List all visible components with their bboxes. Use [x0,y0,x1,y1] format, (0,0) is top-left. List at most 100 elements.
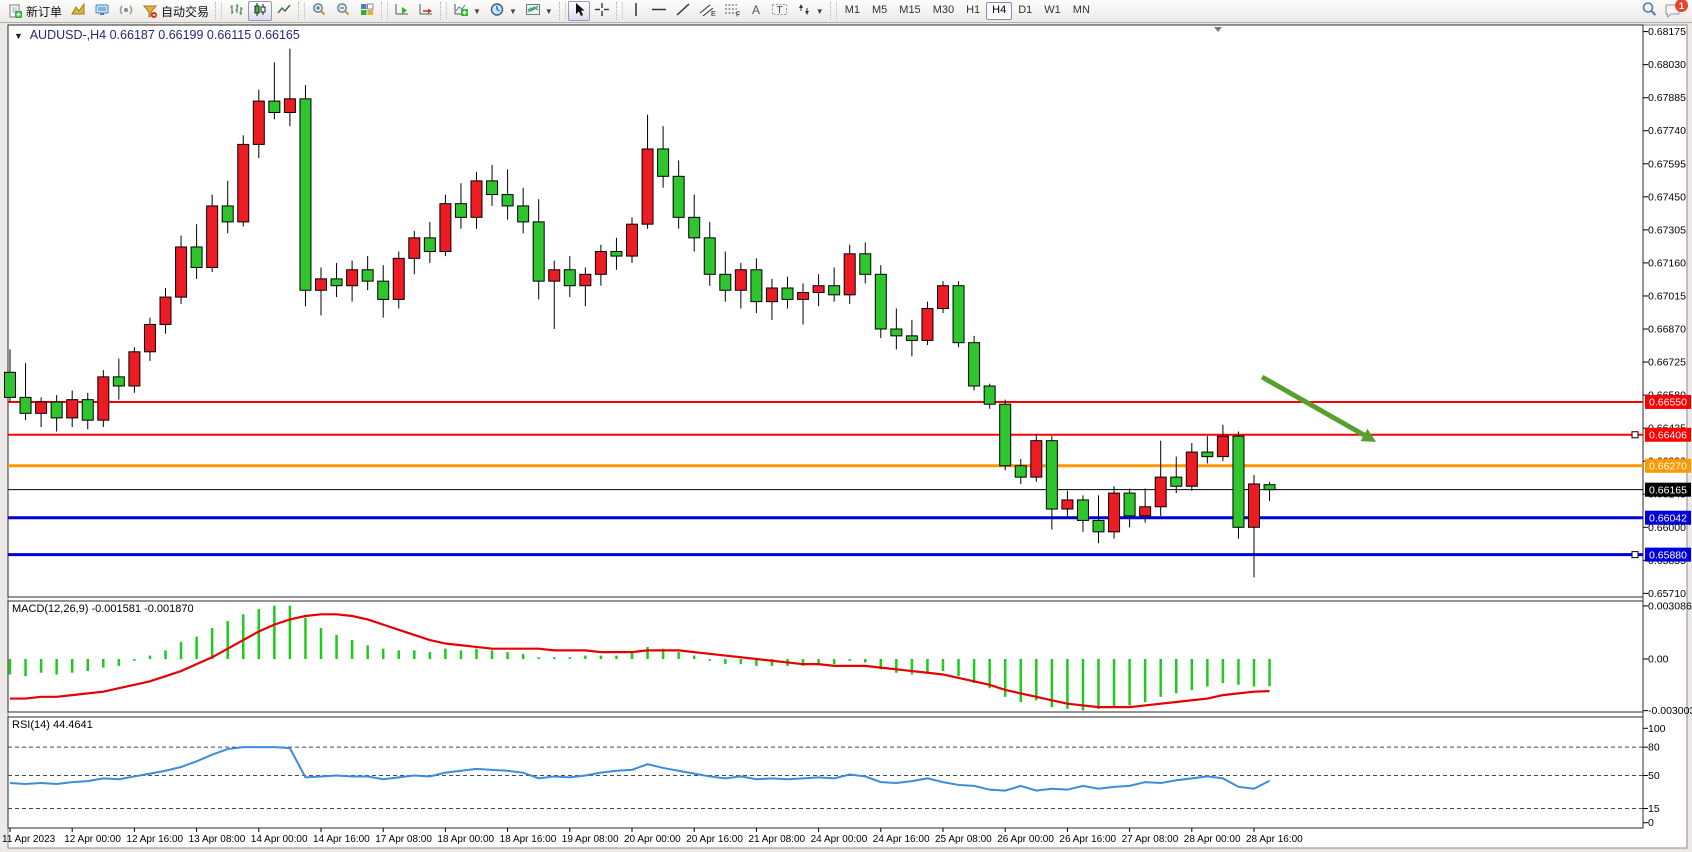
svg-text:F: F [736,12,740,18]
autotrade-label: 自动交易 [161,4,210,19]
crosshair-tool-button[interactable] [590,1,614,21]
candle-body [1076,499,1089,521]
candle-body [143,323,156,353]
toolbar-separator [215,2,223,20]
annotation-arrow-head[interactable] [1360,428,1377,442]
time-tick-label: 24 Apr 00:00 [811,834,868,845]
indicators-button[interactable]: ▼ [449,1,485,21]
trendline-tool-button[interactable] [671,1,695,21]
zoom-out-button[interactable] [331,1,355,21]
price-badge[interactable] [1645,510,1691,525]
candle-body [719,273,732,291]
price-badge[interactable] [1645,458,1691,473]
candle-body [486,180,499,196]
time-tick-label: 26 Apr 00:00 [997,834,1054,845]
collapse-triangle-icon[interactable]: ▼ [14,31,23,41]
equidistant-channel-icon: E [699,2,716,20]
toolbar-separator [381,2,389,20]
market-watch-button[interactable] [66,1,90,21]
line-chart-mode-button[interactable] [272,1,296,21]
notifications-button[interactable]: 1 [1664,0,1688,19]
timeframe-m15[interactable]: M15 [899,4,921,16]
candle-body [50,401,63,419]
line-selection-marker[interactable] [1631,551,1639,559]
price-badge-label: 0.66270 [1649,461,1687,473]
price-badge-label: 0.66406 [1649,430,1687,442]
candle-body [781,287,794,300]
time-tick-label: 26 Apr 16:00 [1059,834,1116,845]
candle-body [1045,440,1058,510]
zoom-in-button[interactable] [307,1,331,21]
chevron-down-icon: ▼ [544,6,553,16]
candle-body [501,194,514,207]
templates-button[interactable]: ▼ [521,1,557,21]
price-badge-label: 0.66165 [1649,484,1687,496]
zoom-out-icon [335,2,351,20]
candle-body [765,287,778,303]
periods-button[interactable]: ▼ [485,1,521,21]
candle-body [66,399,79,419]
price-tick-label: 0.68030 [1648,59,1686,71]
navigator-button[interactable] [90,1,114,21]
candle-body [812,285,825,294]
candle-body [361,269,374,282]
price-tick-label: 0.67885 [1648,92,1686,104]
price-badge[interactable] [1645,547,1691,562]
annotation-arrow-line[interactable] [1260,374,1366,438]
text-tool-button[interactable]: A [745,1,767,21]
timeframe-w1[interactable]: W1 [1044,4,1061,16]
line-selection-marker[interactable] [1631,431,1639,439]
time-tick-label: 14 Apr 00:00 [251,834,308,845]
candle-body [905,335,918,341]
text-label-tool-button[interactable]: T [767,1,792,21]
timeframe-h1[interactable]: H1 [966,4,981,16]
fibonacci-tool-button[interactable]: F [720,1,745,21]
price-tick-label: 0.66725 [1648,357,1686,369]
candlestick-mode-button[interactable] [248,1,273,21]
navigator-icon [94,2,110,20]
candle-body [968,342,981,387]
chart-shift-button[interactable] [414,1,438,21]
time-tick-label: 14 Apr 16:00 [313,834,370,845]
search-icon[interactable] [1641,1,1658,22]
timeframe-h4[interactable]: H4 [986,2,1013,20]
price-badge[interactable] [1645,394,1691,409]
signals-button[interactable] [114,1,138,21]
horizontal-line-tool-button[interactable] [647,1,671,21]
rsi-tick-label: 100 [1648,723,1666,735]
chart-shift-icon [418,2,434,20]
price-badge[interactable] [1645,482,1691,497]
new-order-button[interactable]: 新订单 [4,1,66,21]
bar-chart-mode-button[interactable] [224,1,248,21]
timeframe-d1[interactable]: D1 [1018,4,1033,16]
candle-body [1263,484,1276,491]
candle-body [315,278,327,291]
price-tick-label: 0.65710 [1648,588,1686,600]
vertical-line-tool-button[interactable] [625,1,647,21]
price-badge-label: 0.65880 [1649,549,1687,561]
time-tick-label: 18 Apr 00:00 [437,834,494,845]
cursor-tool-button[interactable] [567,1,590,21]
chevron-down-icon: ▼ [473,6,481,16]
timeframe-m30[interactable]: M30 [932,4,955,16]
panel-frame [7,24,1644,598]
tile-windows-button[interactable] [355,1,379,21]
timeframe-m5[interactable]: M5 [872,4,888,16]
timeframe-m1[interactable]: M1 [844,4,860,16]
time-tick-label: 28 Apr 16:00 [1246,834,1303,845]
candle-body [921,307,934,341]
channel-tool-button[interactable]: E [695,1,720,21]
chevron-down-icon: ▼ [815,6,824,16]
zoom-in-icon [311,2,327,20]
line-chart-icon [276,2,292,20]
autotrade-button[interactable]: 自动交易 [138,1,213,21]
time-tick-label: 12 Apr 16:00 [126,834,183,845]
auto-scroll-icon [394,2,410,20]
candle-body [392,257,405,300]
timeframe-mn[interactable]: MN [1072,4,1090,16]
auto-scroll-button[interactable] [390,1,414,21]
macd-tick-label: 0.00 [1648,654,1669,666]
arrows-tool-button[interactable]: ▼ [792,1,828,21]
price-badge[interactable] [1645,427,1691,442]
candle-body [703,237,716,275]
